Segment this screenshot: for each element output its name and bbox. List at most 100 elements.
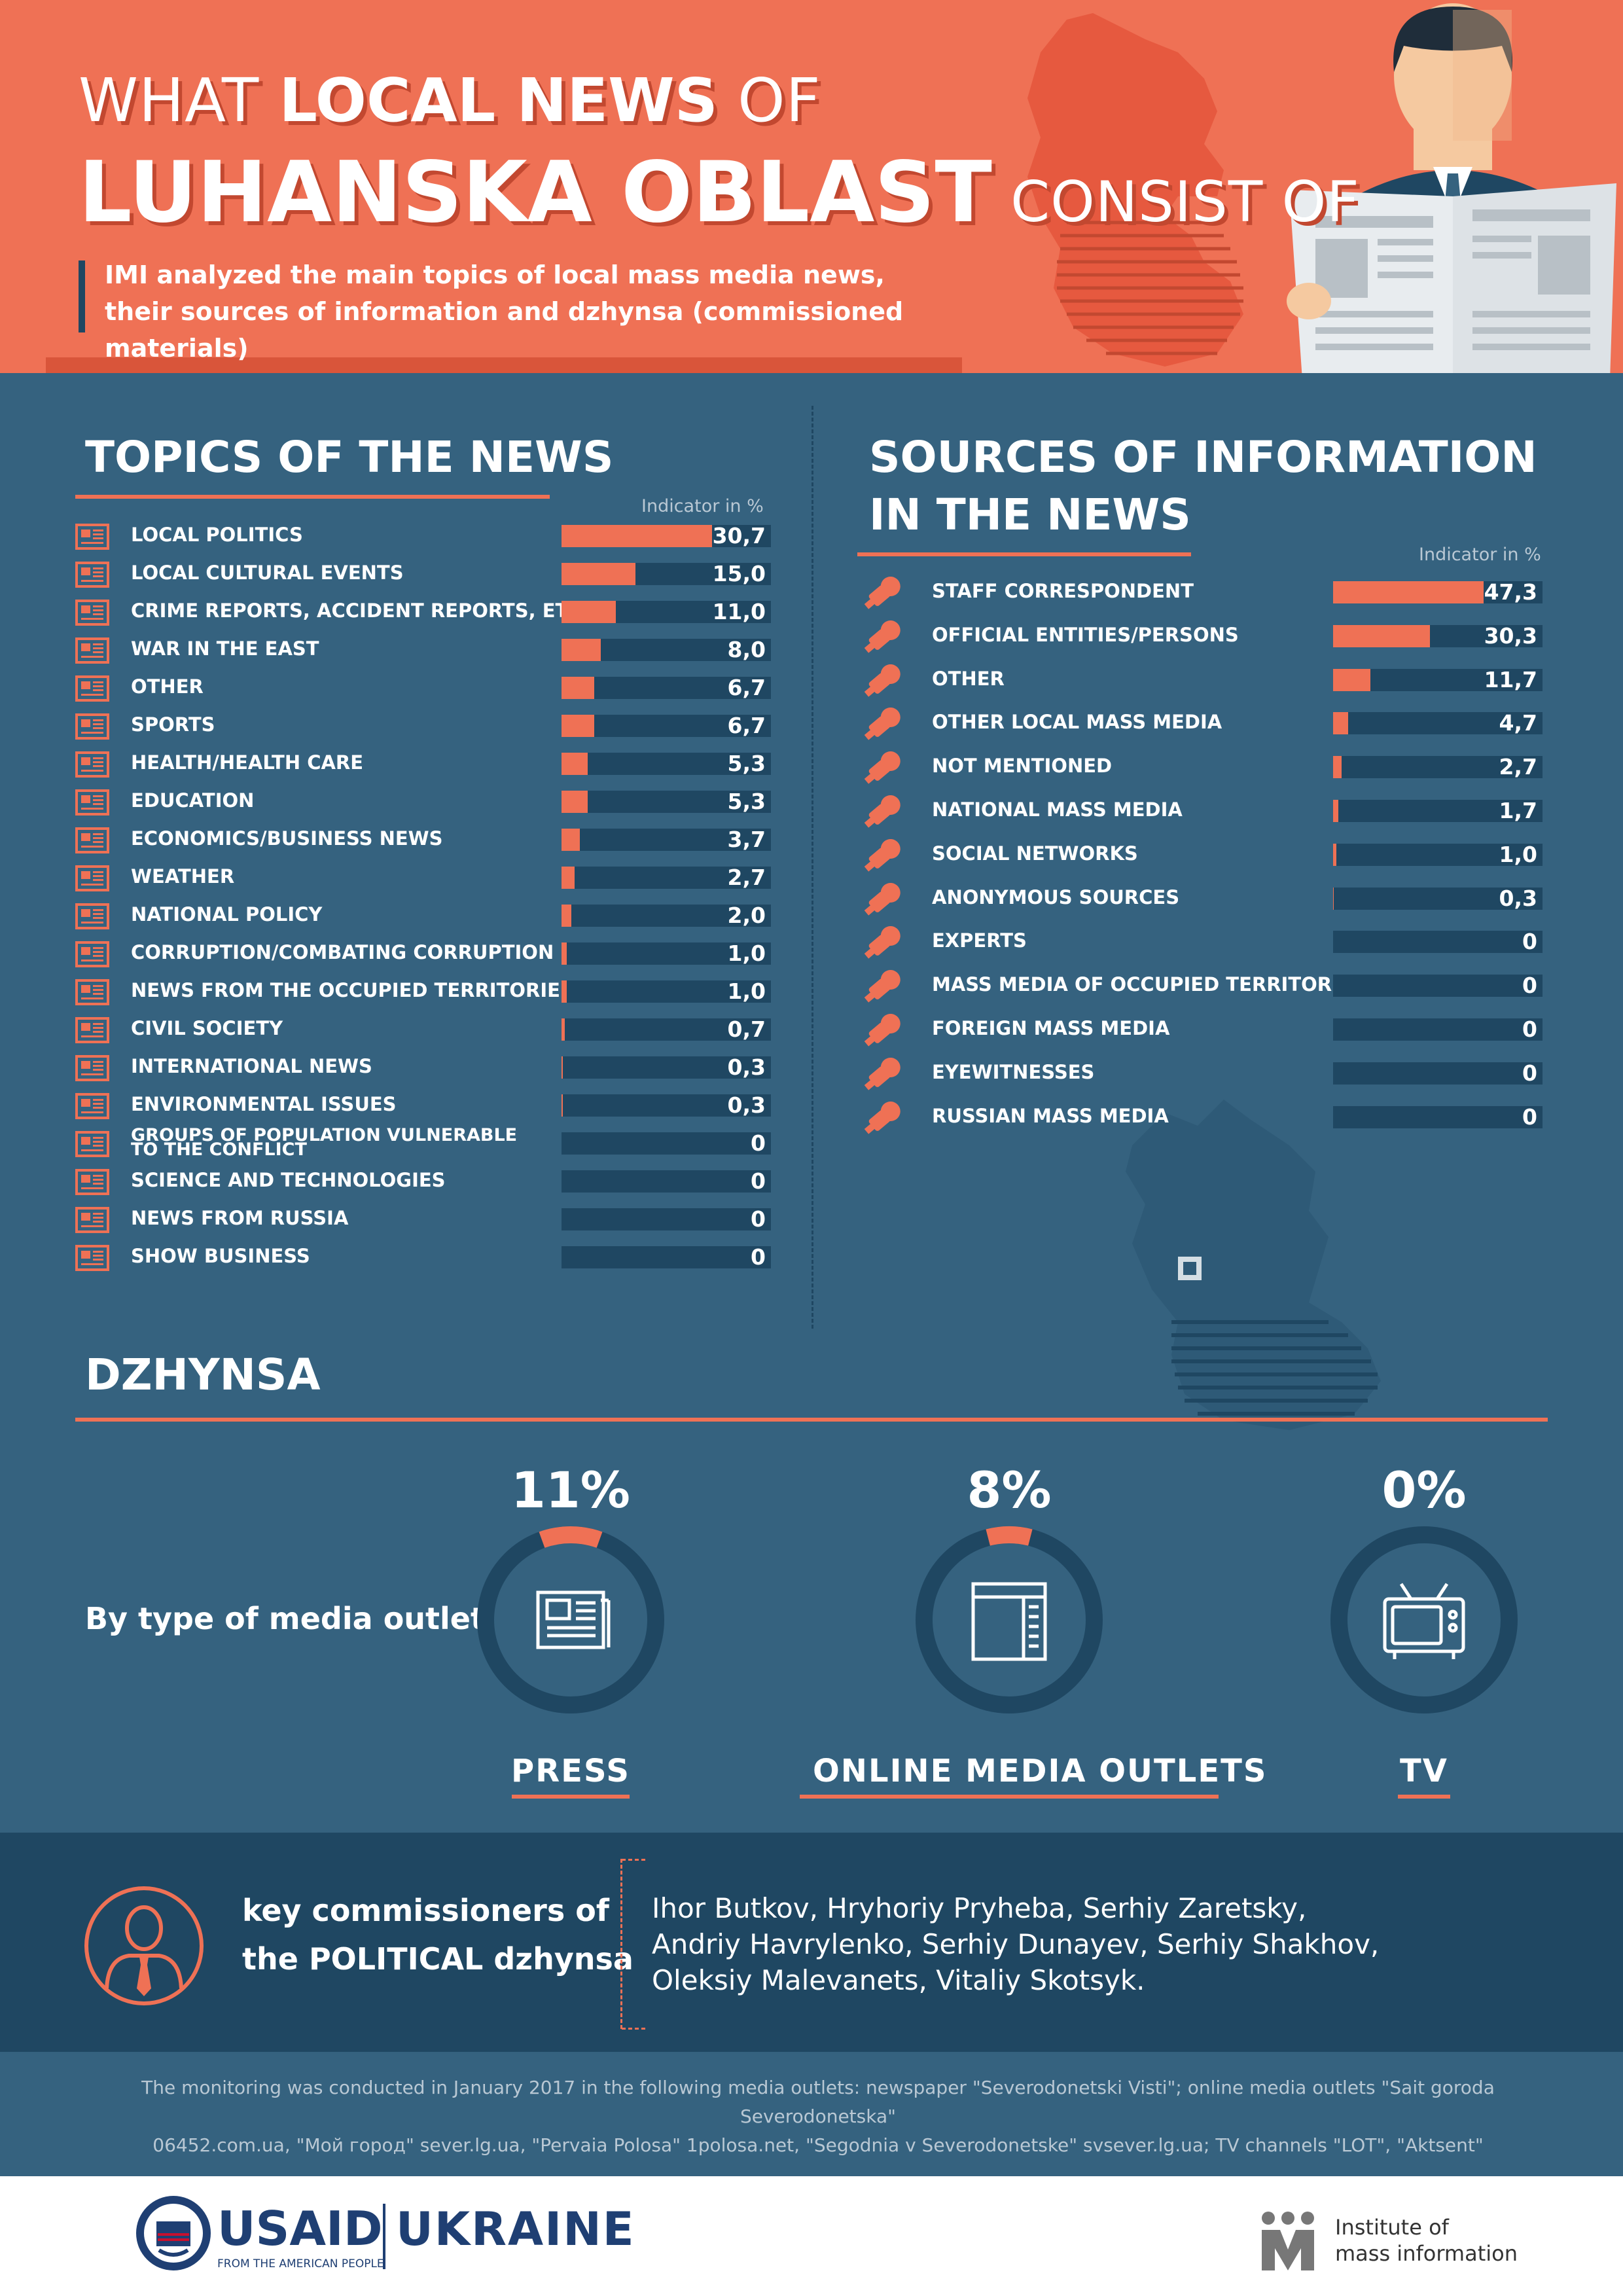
subtitle: IMI analyzed the main topics of local ma… (105, 260, 904, 363)
dzhynsa-title-underline (75, 1418, 1548, 1422)
bar-value-label: 1,0 (727, 941, 766, 966)
bar-label: ECONOMICS/BUSINESS NEWS (131, 827, 443, 850)
dzhynsa-percent: 11% (511, 1461, 630, 1519)
bar-value-label: 6,7 (727, 713, 766, 738)
bar (1333, 624, 1430, 647)
bar-label: NEWS FROM THE OCCUPIED TERRITORIES (131, 979, 574, 1001)
microphone-icon (860, 573, 901, 609)
bar-value-label: 15,0 (712, 561, 766, 586)
bar-track: 1,0 (1333, 843, 1543, 866)
bar-label: CORRUPTION/COMBATING CORRUPTION (131, 941, 554, 963)
bar-label: NOT MENTIONED (932, 755, 1113, 778)
newspaper-icon (75, 675, 109, 702)
bar-track: 15,0 (562, 563, 771, 585)
bar-label: SCIENCE AND TECHNOLOGIES (131, 1169, 446, 1191)
bar-row: OTHER 6,7 (75, 674, 771, 703)
sources-indicator-label: Indicator in % (1419, 545, 1541, 565)
bar (1333, 887, 1334, 910)
by-type-label: By type of media outlet (85, 1601, 485, 1636)
bar-value-label: 0 (751, 1244, 766, 1270)
bar-label: CRIME REPORTS, ACCIDENT REPORTS, ETC. (131, 600, 590, 622)
bar-value-label: 11,7 (1484, 666, 1537, 692)
newspaper-icon (75, 789, 109, 816)
bar-row: SHOW BUSINESS 0 (75, 1244, 771, 1272)
bar-value-label: 8,0 (727, 637, 766, 662)
dzhynsa-outlet-label: PRESS (511, 1753, 630, 1789)
bar-label: MASS MEDIA OF OCCUPIED TERRITORIES (932, 973, 1366, 996)
usaid-wordmark: USAID (217, 2201, 383, 2256)
commissioners-names: Ihor Butkov, Hryhoriy Pryheba, Serhiy Za… (652, 1890, 1379, 1998)
microphone-icon (860, 1054, 901, 1090)
newspaper-icon (75, 827, 109, 853)
sources-title-underline (857, 552, 1191, 556)
bar-label: NATIONAL MASS MEDIA (932, 798, 1183, 821)
bar-row: NEWS FROM THE OCCUPIED TERRITORIES 1,0 (75, 978, 771, 1007)
bar-label: WEATHER (131, 865, 235, 888)
bar-label: NEWS FROM RUSSIA (131, 1207, 349, 1229)
bar (562, 867, 575, 889)
bar-value-label: 11,0 (712, 599, 766, 624)
bar (562, 791, 588, 813)
bar-track: 30,3 (1333, 624, 1543, 647)
bar-value-label: 0 (1522, 1016, 1537, 1042)
newspaper-icon (75, 562, 109, 588)
bar-track: 0 (1333, 1018, 1543, 1041)
bar-row: CRIME REPORTS, ACCIDENT REPORTS, ETC. 11,… (75, 598, 771, 627)
logo-separator (383, 2204, 385, 2269)
bar-label: NATIONAL POLICY (131, 903, 323, 925)
bar-track: 5,3 (562, 753, 771, 775)
bar-value-label: 0 (751, 1168, 766, 1194)
donut-online-media-outlets (916, 1526, 1103, 1713)
commissioners-label: key commissioners of the POLITICAL dzhyn… (242, 1886, 633, 1983)
commissioners-label-line: key commissioners of (242, 1893, 609, 1928)
bar-row: SOCIAL NETWORKS 1,0 (864, 838, 1543, 872)
bar (562, 905, 571, 927)
newspaper-icon (75, 941, 109, 967)
newspaper-icon (75, 1055, 109, 1081)
bar-row: GROUPS OF POPULATION VULNERABLE TO THE C… (75, 1126, 771, 1158)
title-word: OF (717, 65, 821, 135)
usaid-tagline: FROM THE AMERICAN PEOPLE (217, 2257, 384, 2270)
bar-track: 5,3 (562, 791, 771, 813)
microphone-icon (860, 617, 901, 653)
bar-track: 0 (1333, 1062, 1543, 1085)
bar-label: HEALTH/HEALTH CARE (131, 751, 364, 774)
imi-wordmark-line: Institute of (1335, 2215, 1449, 2240)
bar-track: 6,7 (562, 677, 771, 699)
bar (562, 1056, 563, 1079)
title-word: CONSIST OF (991, 170, 1360, 235)
bar-label: OTHER (131, 675, 204, 698)
bar-track: 0 (562, 1246, 771, 1268)
title-word: LUHANSKA OBLAST (79, 144, 992, 242)
bar-value-label: 0,3 (727, 1054, 766, 1080)
bar (562, 715, 595, 737)
newspaper-icon (75, 1131, 109, 1157)
bar-label: FOREIGN MASS MEDIA (932, 1017, 1170, 1039)
bar-track: 0,3 (562, 1056, 771, 1079)
bar-row: INTERNATIONAL NEWS 0,3 (75, 1054, 771, 1083)
bar (1333, 800, 1339, 822)
bar (562, 563, 635, 585)
bar-label: SPORTS (131, 713, 215, 736)
commissioners-panel: key commissioners of the POLITICAL dzhyn… (0, 1833, 1623, 2052)
newspaper-icon (75, 1093, 109, 1119)
header-banner: WHAT LOCAL NEWS OF LUHANSKA OBLAST CONSI… (0, 0, 1623, 373)
newspaper-icon (75, 903, 109, 929)
microphone-icon (860, 880, 901, 916)
oblast-map-graphic (1027, 13, 1243, 367)
bar (1333, 712, 1348, 735)
bar-row: EXPERTS 0 (864, 926, 1543, 960)
bar-track: 0,7 (562, 1018, 771, 1041)
bar-track: 0 (562, 1208, 771, 1230)
dzhynsa-title: DZHYNSA (85, 1350, 321, 1400)
bar-track: 0 (1333, 975, 1543, 997)
bar (1333, 668, 1370, 691)
newspaper-icon (75, 1207, 109, 1233)
bar-row: CIVIL SOCIETY 0,7 (75, 1016, 771, 1045)
column-divider (812, 406, 813, 1329)
microphone-icon (860, 748, 901, 784)
header-underline (46, 357, 962, 373)
footer-note-panel (0, 2052, 1623, 2176)
oblast-map-background (1126, 1100, 1381, 1430)
bar-value-label: 0,3 (727, 1092, 766, 1118)
